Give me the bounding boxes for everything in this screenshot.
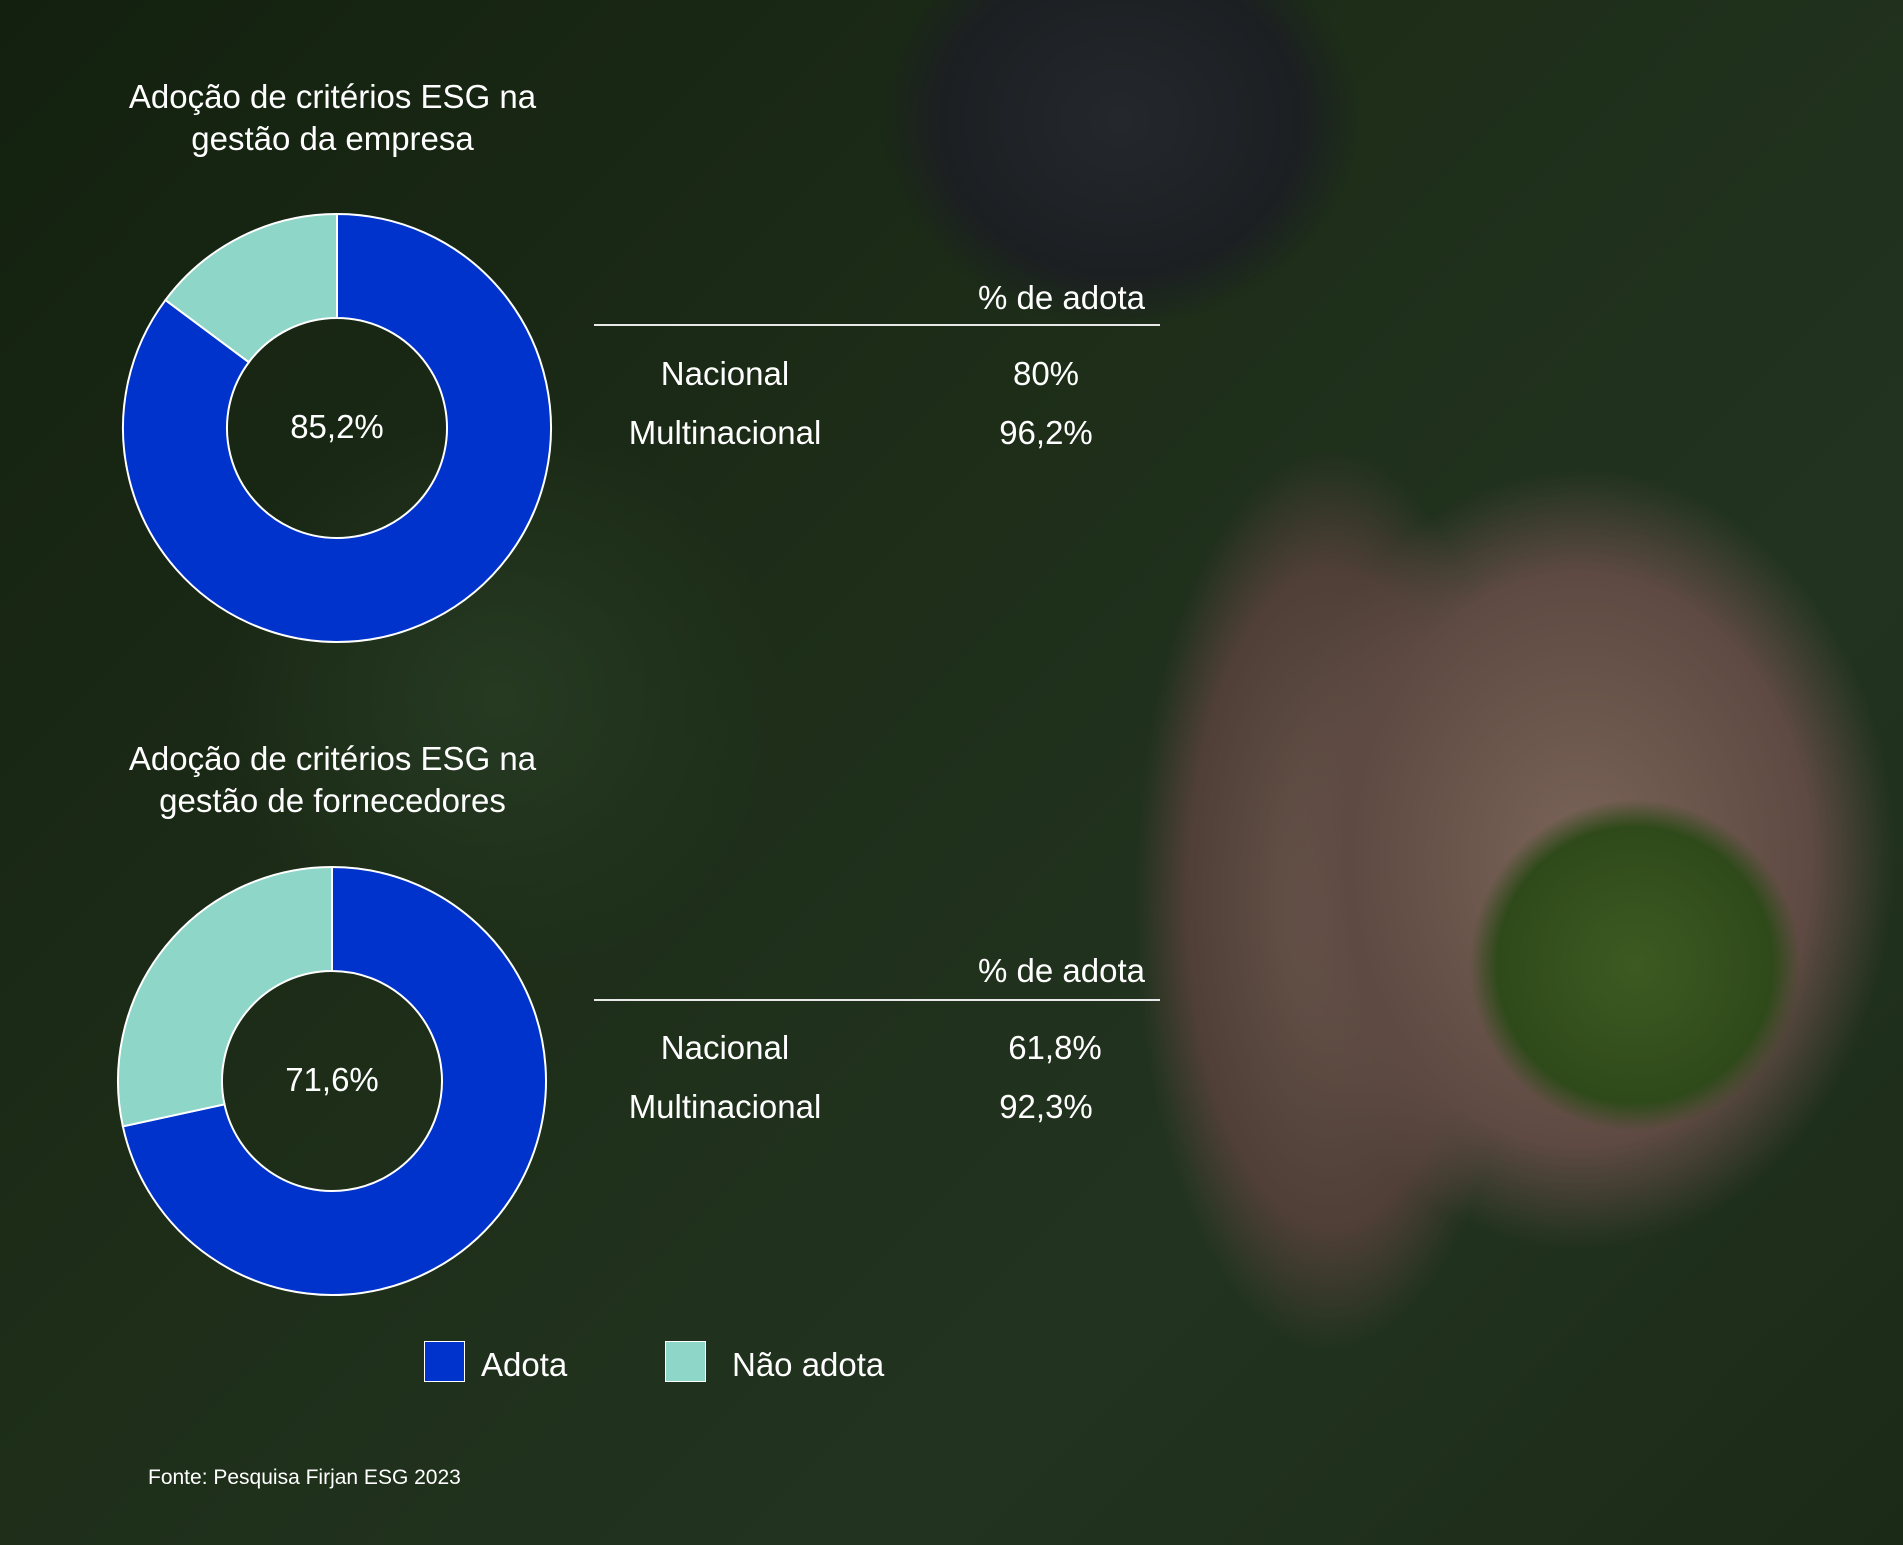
legend-swatch-nao-adota (665, 1341, 706, 1382)
chart-1-slice-adota (122, 212, 552, 643)
source-note: Fonte: Pesquisa Firjan ESG 2023 (148, 1466, 461, 1489)
chart-1-table-header: % de adota (978, 279, 1145, 316)
chart-1-center-label: 85,2% (290, 408, 384, 445)
chart-2-row-label: Nacional (660, 1029, 790, 1066)
chart-2-row-value: 61,8% (1008, 1029, 1102, 1066)
chart-2-center-label: 71,6% (285, 1061, 379, 1098)
chart-2-table-rule (594, 999, 1160, 1001)
chart-1-title: Adoção de critérios ESG na gestão da emp… (128, 78, 537, 157)
legend-label-adota: Adota (481, 1346, 568, 1383)
chart-1-row-value: 80% (1012, 355, 1080, 392)
chart-2-slice-adota (121, 865, 547, 1296)
chart-2-table-header: % de adota (978, 952, 1145, 989)
legend-swatch-adota (424, 1341, 465, 1382)
chart-2-row-value: 92,3% (999, 1088, 1093, 1125)
chart-1-slice-n-o-adota (164, 212, 338, 364)
chart-1-row-label: Multinacional (628, 414, 822, 451)
chart-1-table-rule (594, 324, 1160, 326)
chart-1-row-label: Nacional (660, 355, 790, 392)
chart-2-slice-n-o-adota (117, 865, 333, 1128)
chart-2-title: Adoção de critérios ESG na gestão de for… (128, 740, 537, 819)
chart-2-row-label: Multinacional (628, 1088, 822, 1125)
chart-1-row-value: 96,2% (999, 414, 1093, 451)
legend-label-nao-adota: Não adota (732, 1346, 885, 1383)
